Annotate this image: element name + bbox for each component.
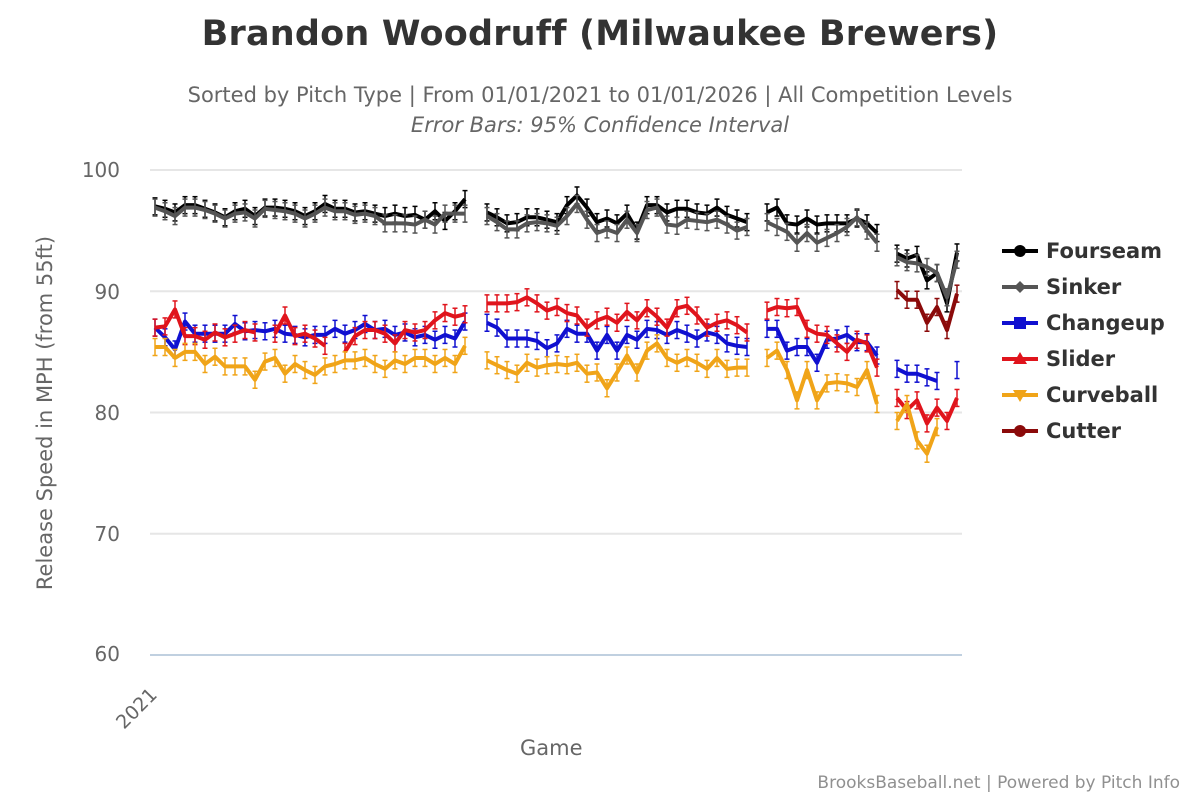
sinker-line-icon — [1002, 281, 1038, 293]
series-line-curveball[interactable] — [765, 348, 879, 405]
changeup-line-icon — [1002, 317, 1038, 329]
series-line-fourseam[interactable] — [486, 193, 748, 233]
chart-title: Brandon Woodruff (Milwaukee Brewers) — [201, 14, 999, 54]
y-tick-70: 70 — [94, 522, 120, 546]
y-tick-100: 100 — [81, 158, 120, 182]
cutter-line-icon — [1002, 425, 1038, 437]
x-axis-label: Game — [520, 736, 583, 760]
credits-link[interactable]: BrooksBaseball.net | Powered by Pitch In… — [817, 773, 1180, 793]
slider-line-icon — [1002, 352, 1038, 364]
legend-item-cutter[interactable]: Cutter — [1000, 413, 1165, 449]
legend-item-slider[interactable]: Slider — [1000, 341, 1165, 377]
chart-subtitle-error-bars: Error Bars: 95% Confidence Interval — [410, 113, 790, 137]
y-tick-60: 60 — [94, 642, 120, 666]
series-line-curveball[interactable] — [486, 341, 747, 391]
series-line-cutter[interactable] — [895, 288, 959, 333]
series-line-sinker[interactable] — [766, 215, 879, 245]
series-line-curveball[interactable] — [155, 344, 467, 382]
legend-item-sinker[interactable]: Sinker — [1000, 269, 1165, 305]
curveball-line-icon — [1002, 390, 1038, 402]
series-line-curveball[interactable] — [895, 402, 939, 456]
y-tick-90: 90 — [94, 280, 120, 304]
legend-item-fourseam[interactable]: Fourseam — [1000, 233, 1165, 269]
series-line-changeup[interactable] — [486, 320, 748, 353]
legend: Fourseam Sinker Changeup Slider Curvebal… — [1000, 233, 1165, 449]
legend-item-changeup[interactable]: Changeup — [1000, 305, 1165, 341]
series-line-slider[interactable] — [766, 305, 879, 369]
legend-item-curveball[interactable]: Curveball — [1000, 377, 1165, 413]
series-line-sinker[interactable] — [154, 205, 465, 227]
chart-subtitle: Sorted by Pitch Type | From 01/01/2021 t… — [187, 83, 1013, 107]
series-line-slider[interactable] — [154, 307, 466, 353]
y-tick-80: 80 — [94, 401, 120, 425]
series-line-sinker[interactable] — [896, 255, 959, 300]
fourseam-line-icon — [1002, 245, 1038, 257]
series-line-slider[interactable] — [487, 295, 749, 335]
series-line-sinker[interactable] — [485, 201, 748, 236]
